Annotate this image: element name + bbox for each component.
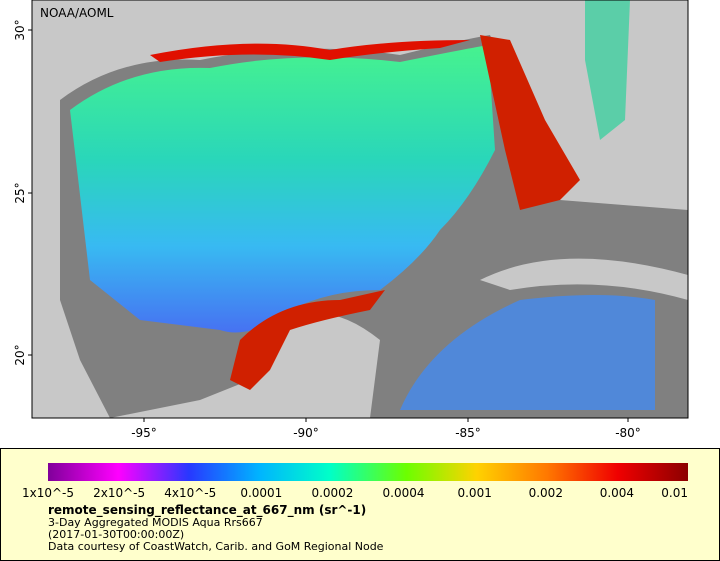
legend-line: Data courtesy of CoastWatch, Carib. and … — [48, 540, 384, 553]
colorbar-label: 2x10^-5 — [93, 486, 145, 500]
lon-label: -85° — [455, 426, 481, 440]
colorbar — [48, 463, 688, 481]
colorbar-label: 0.004 — [600, 486, 634, 500]
colorbar-labels: 1x10^-5 2x10^-5 4x10^-5 0.0001 0.0002 0.0004 0… — [22, 486, 688, 500]
lon-label: -90° — [293, 426, 319, 440]
lat-label: 25° — [13, 182, 27, 203]
legend: 1x10^-5 2x10^-5 4x10^-5 0.0001 0.0002 0.0004 0… — [0, 448, 720, 561]
credit: NOAA/AOML — [40, 6, 114, 20]
colorbar-label: 0.01 — [661, 486, 688, 500]
variable-name: remote_sensing_reflectance_at_667_nm (sr… — [48, 503, 366, 518]
lat-label: 30° — [13, 19, 27, 40]
north-coast-high — [150, 40, 470, 62]
lon-axis: -95° -90° -85° -80° — [131, 418, 641, 440]
legend-line: (2017-01-30T00:00:00Z) — [48, 528, 184, 541]
map: NOAA/AOML — [31, 0, 689, 419]
colorbar-label: 0.002 — [529, 486, 563, 500]
gulf-reflectance — [70, 45, 495, 333]
lat-label: 20° — [13, 344, 27, 365]
yucatan-coast-high — [230, 290, 385, 390]
lon-label: -80° — [615, 426, 641, 440]
caribbean-reflectance — [400, 295, 655, 410]
legend-line: 3-Day Aggregated MODIS Aqua Rrs667 — [48, 516, 263, 529]
florida-coast-high — [480, 35, 580, 210]
atlantic-reflectance — [585, 0, 630, 140]
colorbar-label: 4x10^-5 — [164, 486, 216, 500]
cuba — [480, 258, 688, 300]
lat-axis: 30° 25° 20° — [13, 19, 32, 366]
colorbar-label: 0.001 — [457, 486, 491, 500]
colorbar-label: 0.0001 — [240, 486, 282, 500]
lon-label: -95° — [131, 426, 157, 440]
credit-box — [36, 4, 118, 22]
colorbar-label: 0.0002 — [311, 486, 353, 500]
colorbar-label: 0.0004 — [383, 486, 425, 500]
map-frame — [31, 0, 689, 419]
colorbar-label: 1x10^-5 — [22, 486, 74, 500]
